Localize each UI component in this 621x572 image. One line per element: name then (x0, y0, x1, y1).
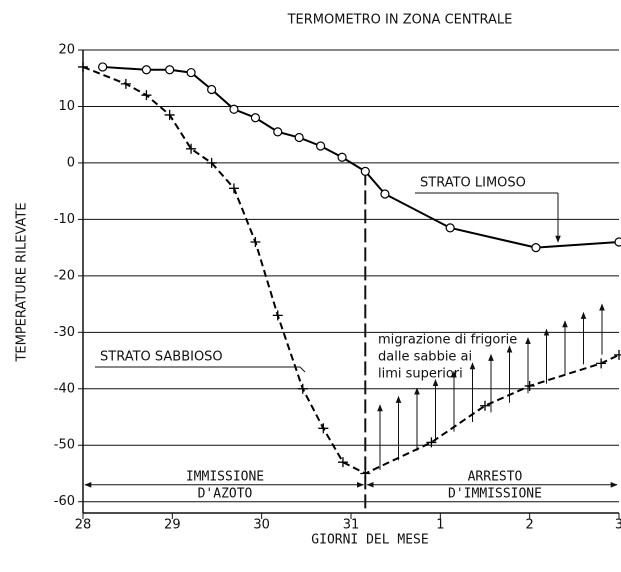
series-line (102, 65, 620, 249)
point (614, 349, 621, 360)
point (360, 468, 371, 479)
y-tick-label: -50 (54, 438, 75, 453)
point (316, 141, 326, 151)
y-tick-label: 10 (58, 99, 75, 114)
point (250, 236, 261, 247)
point (360, 166, 370, 176)
point (297, 383, 308, 394)
annotation: dalle sabbie ai (378, 350, 472, 365)
annotation: ARRESTO (468, 470, 523, 485)
x-tick-label: 30 (253, 518, 270, 533)
point (596, 358, 607, 369)
label-pointer (299, 366, 306, 373)
point (380, 189, 390, 199)
x-tick-label: 31 (343, 518, 360, 533)
point (294, 132, 304, 143)
x-tick-label: 28 (75, 518, 92, 533)
series-label: STRATO SABBIOSO (100, 350, 223, 365)
x-tick-label: 3 (615, 518, 621, 533)
y-tick-label: -10 (54, 212, 75, 227)
point (141, 90, 152, 101)
point (78, 61, 88, 72)
point (120, 78, 131, 89)
point (426, 437, 437, 448)
x-tick-label: 2 (526, 518, 534, 533)
point (337, 457, 348, 468)
point (272, 310, 283, 321)
y-tick-label: 0 (67, 155, 75, 170)
point (229, 104, 239, 114)
series-label: STRATO LIMOSO (420, 176, 526, 191)
annotation: D'IMMISSIONE (448, 487, 542, 502)
y-tick-label: -40 (54, 381, 75, 396)
point (186, 143, 197, 154)
point (186, 67, 196, 78)
x-axis-label: GIORNI DEL MESE (311, 533, 428, 548)
point (228, 183, 239, 194)
y-tick-label: 20 (58, 43, 75, 58)
point (98, 62, 108, 72)
point (206, 157, 217, 168)
point (524, 380, 535, 391)
point (165, 65, 175, 75)
y-tick-label: -30 (54, 325, 75, 340)
point (480, 400, 490, 411)
point (164, 109, 175, 120)
annotation: D'AZOTO (198, 487, 253, 502)
y-tick-label: -60 (54, 494, 75, 509)
point (141, 65, 152, 75)
point (273, 127, 283, 137)
annotation: IMMISSIONE (186, 470, 264, 485)
point (531, 243, 541, 253)
annotation: migrazione di frigorie (378, 333, 517, 348)
y-tick-label: -20 (54, 268, 75, 283)
chart-title: TERMOMETRO IN ZONA CENTRALE (287, 13, 513, 28)
series-line (82, 66, 620, 475)
x-tick-label: 29 (164, 518, 181, 533)
annotation: limi superiori (378, 367, 463, 382)
point (250, 113, 261, 123)
point (614, 237, 621, 247)
point (445, 223, 455, 233)
point (207, 84, 217, 95)
point (318, 423, 329, 434)
x-tick-label: 1 (436, 518, 444, 533)
y-axis-label: TEMPERATURE RILEVATE (15, 202, 30, 362)
point (337, 152, 347, 162)
